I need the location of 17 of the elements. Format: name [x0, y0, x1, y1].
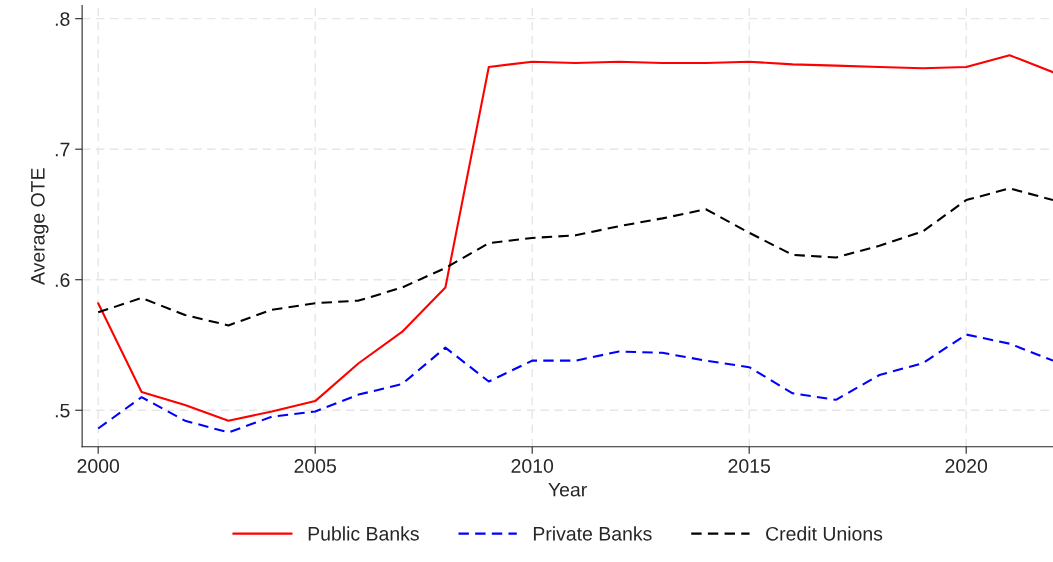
x-tick-label: 2005	[294, 459, 337, 473]
x-tick-label: 2015	[728, 459, 771, 473]
y-axis-title: Average OTE	[30, 168, 49, 285]
x-tick-label: 2000	[77, 459, 120, 473]
legend-label: Credit Unions	[766, 526, 883, 541]
x-tick-label: 2010	[511, 459, 554, 473]
line-series	[97, 187, 1053, 327]
x-axis-title: Year	[548, 482, 587, 497]
y-tick-label: .8	[55, 12, 70, 26]
legend-label: Private Banks	[533, 526, 652, 541]
line-series	[97, 54, 1053, 422]
y-tick-label: .5	[55, 403, 70, 418]
legend-label: Public Banks	[308, 526, 419, 541]
x-tick-label: 2020	[945, 459, 988, 473]
y-tick-label: .7	[55, 142, 70, 157]
y-tick-label: .6	[55, 273, 70, 287]
line-series	[97, 333, 1053, 434]
